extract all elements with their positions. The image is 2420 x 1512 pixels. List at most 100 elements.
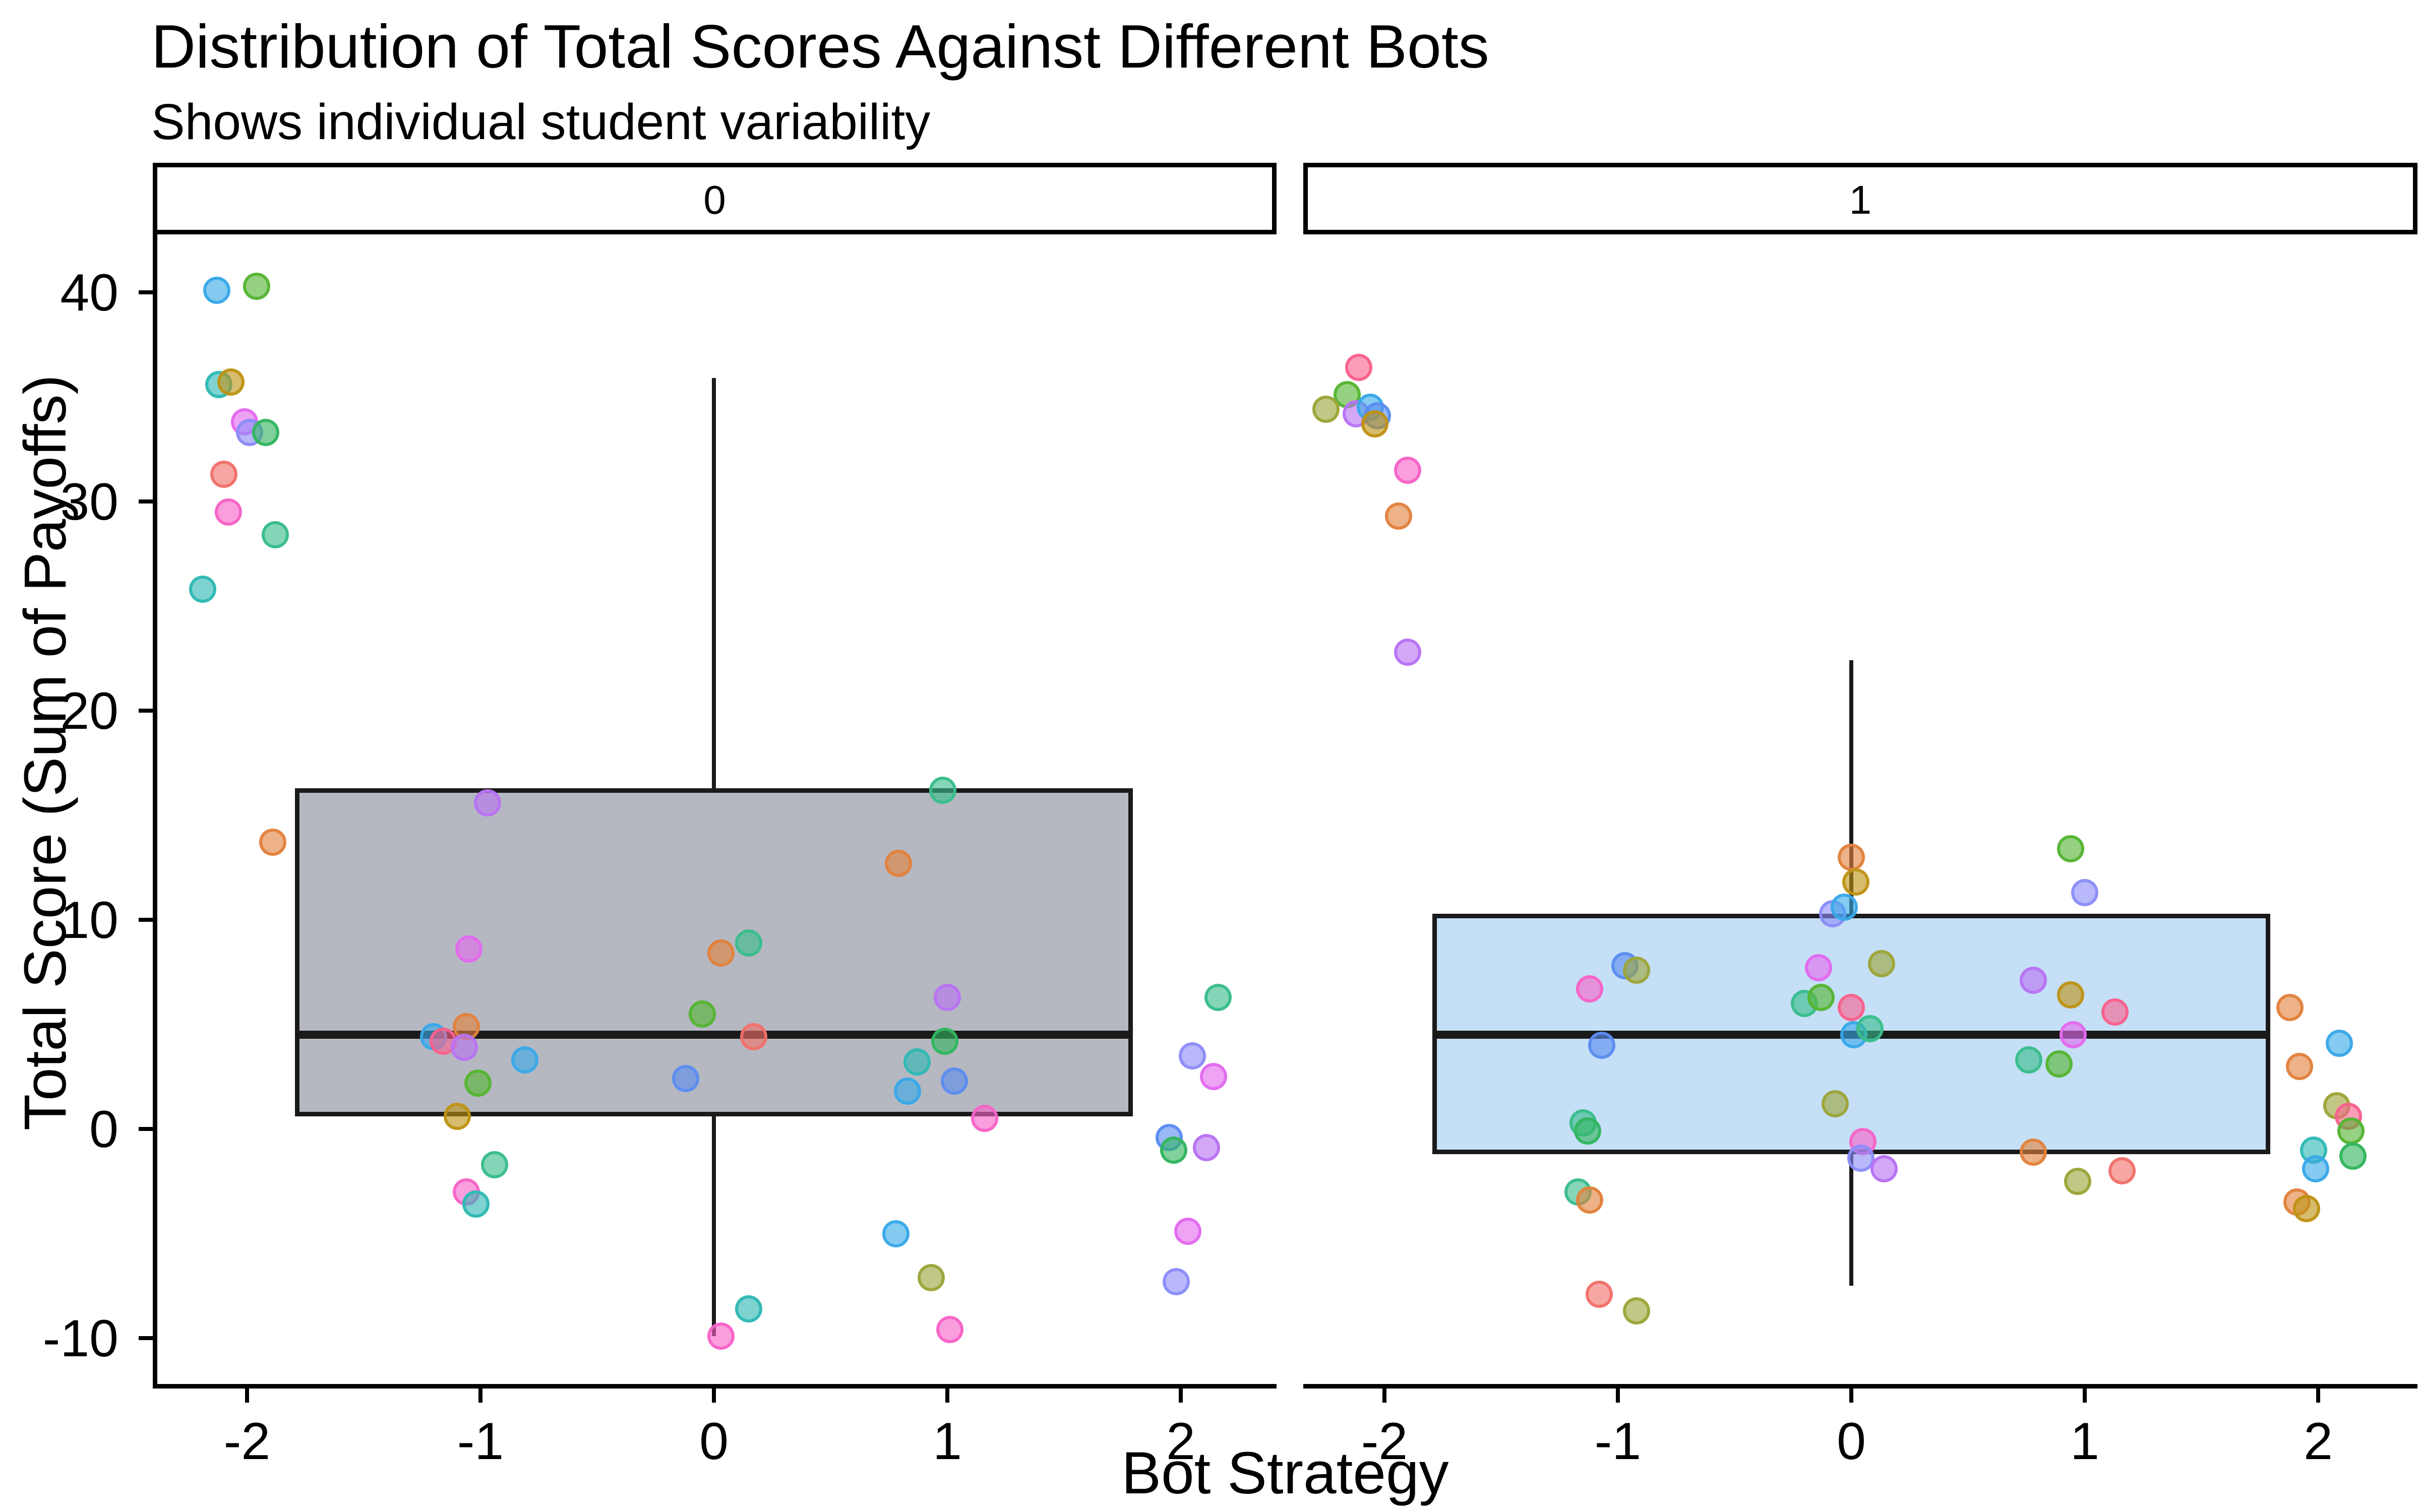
x-tick-label: 1 — [933, 1412, 962, 1471]
data-point — [1204, 983, 1232, 1011]
y-tick — [139, 1127, 153, 1131]
x-tick-label: 0 — [1837, 1412, 1866, 1471]
data-point — [2325, 1029, 2353, 1057]
y-tick-label: 20 — [60, 682, 118, 740]
data-point — [1842, 868, 1870, 896]
x-tick-label: 2 — [1166, 1412, 1195, 1471]
data-point — [2302, 1155, 2330, 1182]
data-point — [1312, 396, 1340, 423]
data-point — [473, 789, 501, 816]
x-tick-label: -2 — [1361, 1412, 1408, 1471]
data-point — [259, 829, 286, 856]
data-point — [1805, 954, 1833, 982]
data-point — [2285, 1052, 2313, 1080]
data-point — [2057, 835, 2085, 862]
data-point — [443, 1103, 471, 1130]
x-tick — [1849, 1389, 1853, 1403]
x-tick — [245, 1389, 249, 1403]
data-point — [1361, 410, 1389, 438]
y-tick-label: 0 — [89, 1100, 118, 1159]
y-tick — [139, 918, 153, 922]
data-point — [2108, 1157, 2136, 1184]
data-point — [462, 1190, 490, 1218]
facet-strip — [153, 163, 1277, 234]
data-point — [688, 1000, 716, 1028]
data-point — [2057, 981, 2085, 1009]
x-axis-title: Bot Strategy — [1121, 1440, 1449, 1506]
y-tick — [139, 1336, 153, 1340]
data-point — [1585, 1280, 1613, 1308]
x-tick-label: -1 — [1594, 1412, 1642, 1471]
data-point — [1588, 1032, 1615, 1059]
data-point — [940, 1067, 968, 1095]
data-point — [1192, 1134, 1220, 1162]
facet-strip — [1303, 163, 2417, 234]
x-axis-line — [1303, 1384, 2417, 1389]
data-point — [1807, 983, 1835, 1011]
data-point — [2292, 1194, 2320, 1222]
data-point — [1821, 1090, 1849, 1118]
data-point — [707, 939, 735, 967]
facet-strip-label: 1 — [1849, 177, 1872, 222]
data-point — [214, 498, 242, 526]
x-tick-label: 1 — [2070, 1412, 2099, 1471]
data-point — [882, 1220, 910, 1247]
data-point — [1574, 1117, 1601, 1145]
x-tick-label: 0 — [699, 1412, 729, 1471]
y-tick — [139, 709, 153, 713]
data-point — [1160, 1136, 1188, 1164]
data-point — [1831, 894, 1858, 921]
data-point — [480, 1151, 508, 1178]
data-point — [455, 935, 482, 963]
data-point — [929, 776, 956, 804]
y-tick-label: 40 — [60, 264, 118, 322]
x-tick-label: -2 — [223, 1412, 271, 1471]
data-point — [511, 1046, 538, 1074]
y-tick-label: -10 — [42, 1309, 118, 1368]
x-tick — [1616, 1389, 1620, 1403]
data-point — [934, 983, 961, 1011]
chart-subtitle: Shows individual student variability — [151, 94, 931, 150]
data-point — [1868, 950, 1896, 978]
y-tick — [139, 290, 153, 294]
data-point — [1394, 638, 1422, 666]
data-point — [1199, 1063, 1227, 1091]
data-point — [1838, 843, 1865, 871]
x-axis-line — [153, 1384, 1277, 1389]
data-point — [1576, 1186, 1604, 1214]
data-point — [894, 1078, 922, 1105]
data-point — [252, 419, 280, 447]
data-point — [2059, 1021, 2087, 1049]
data-point — [243, 272, 270, 300]
data-point — [672, 1065, 700, 1093]
data-point — [1345, 354, 1373, 382]
data-point — [1179, 1042, 1206, 1069]
data-point — [2101, 998, 2129, 1026]
data-point — [189, 576, 217, 603]
data-point — [884, 849, 912, 877]
data-point — [2337, 1117, 2365, 1145]
data-point — [903, 1048, 931, 1076]
y-tick-label: 30 — [60, 473, 118, 531]
x-tick — [945, 1389, 949, 1403]
data-point — [1174, 1218, 1201, 1245]
data-point — [740, 1023, 767, 1051]
data-point — [1838, 994, 1865, 1022]
data-point — [2071, 879, 2098, 907]
y-axis-line — [153, 234, 157, 1389]
data-point — [2020, 1138, 2047, 1166]
data-point — [464, 1069, 492, 1097]
data-point — [2276, 994, 2304, 1022]
data-point — [2020, 967, 2047, 994]
data-point — [1384, 502, 1412, 530]
data-point — [1162, 1268, 1190, 1295]
data-point — [203, 276, 230, 304]
data-point — [1623, 1297, 1651, 1325]
x-tick — [1179, 1389, 1183, 1403]
x-tick — [2316, 1389, 2320, 1403]
x-tick — [2083, 1389, 2087, 1403]
data-point — [735, 1295, 763, 1322]
data-point — [936, 1316, 963, 1344]
